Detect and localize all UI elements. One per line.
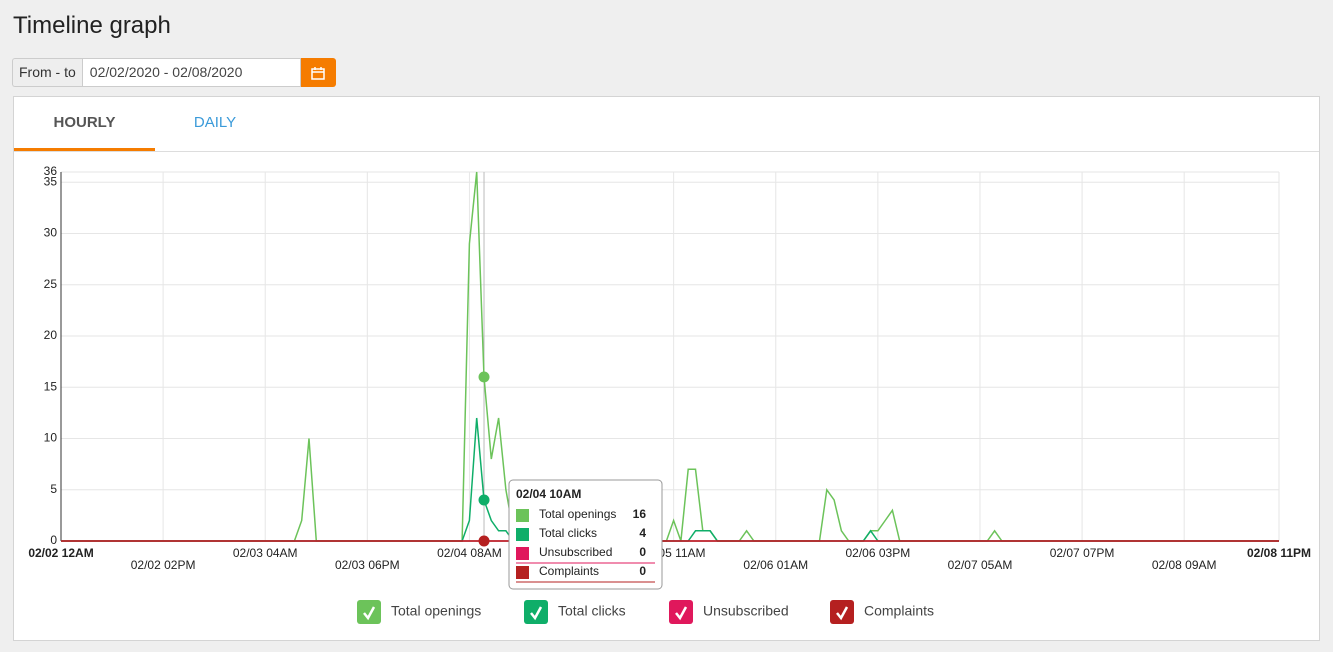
- legend-checkbox[interactable]: [669, 600, 693, 624]
- date-input[interactable]: 02/02/2020 - 02/08/2020: [81, 58, 301, 87]
- calendar-button[interactable]: [300, 58, 336, 87]
- x-tick-label: 02/08 11PM: [1247, 546, 1311, 560]
- check-icon: [836, 606, 849, 621]
- tooltip-value: 4: [639, 526, 646, 540]
- x-tick-label: 02/03 04AM: [233, 546, 298, 560]
- y-tick-label: 25: [44, 277, 58, 291]
- tooltip-value: 0: [639, 545, 646, 559]
- tooltip-swatch: [516, 547, 529, 560]
- y-tick-label: 36: [44, 164, 58, 178]
- tooltip-title: 02/04 10AM: [516, 487, 581, 501]
- tooltip-swatch: [516, 566, 529, 579]
- y-tick-label: 10: [44, 431, 58, 445]
- tooltip-swatch: [516, 528, 529, 541]
- legend-label: Complaints: [864, 603, 934, 619]
- legend-checkbox[interactable]: [830, 600, 854, 624]
- y-tick-label: 5: [50, 482, 57, 496]
- legend-label: Total openings: [391, 603, 481, 619]
- tooltip-swatch: [516, 509, 529, 522]
- date-label: From - to: [12, 58, 82, 87]
- tooltip-value: 0: [639, 564, 646, 578]
- tooltip-name: Total clicks: [539, 526, 597, 540]
- legend-checkbox[interactable]: [357, 600, 381, 624]
- tooltip-value: 16: [633, 507, 647, 521]
- check-icon: [530, 606, 543, 621]
- tab[interactable]: HOURLY: [14, 97, 155, 151]
- series-line: [61, 171, 1279, 542]
- check-icon: [363, 606, 376, 621]
- legend-label: Unsubscribed: [703, 603, 789, 619]
- tab-bar: HOURLY DAILY: [14, 97, 1319, 152]
- calendar-icon: [311, 66, 326, 80]
- graph-panel: HOURLY DAILY: [13, 96, 1320, 641]
- x-tick-label: 02/03 06PM: [335, 558, 400, 572]
- x-tick-label: 02/04 08AM: [437, 546, 502, 560]
- x-tick-label: 02/07 05AM: [948, 558, 1013, 572]
- x-tick-label: 02/02 02PM: [131, 558, 196, 572]
- legend-label: Total clicks: [558, 603, 626, 619]
- hover-point: [478, 494, 490, 506]
- tooltip-name: Total openings: [539, 507, 616, 521]
- date-filter: From - to 02/02/2020 - 02/08/2020: [12, 58, 336, 87]
- series-line: [61, 417, 1279, 542]
- tab[interactable]: DAILY: [193, 114, 237, 131]
- tooltip-box: [508, 479, 663, 590]
- x-tick-label: 02/06 03PM: [846, 546, 911, 560]
- x-tick-label: 02/02 12AM: [28, 546, 93, 560]
- x-tick-label: 02/08 09AM: [1152, 558, 1217, 572]
- page-title: Timeline graph: [13, 12, 171, 39]
- tooltip-name: Unsubscribed: [539, 545, 612, 559]
- y-tick-label: 0: [50, 533, 57, 547]
- legend-checkbox[interactable]: [524, 600, 548, 624]
- y-tick-label: 20: [44, 328, 58, 342]
- x-tick-label: 02/07 07PM: [1050, 546, 1115, 560]
- hover-point: [478, 535, 490, 547]
- y-tick-label: 15: [44, 379, 58, 393]
- check-icon: [675, 606, 688, 621]
- x-tick-label: 02/06 01AM: [743, 558, 808, 572]
- y-tick-label: 30: [44, 226, 58, 240]
- hover-point: [478, 371, 490, 383]
- tooltip-name: Complaints: [539, 564, 599, 578]
- y-tick-label: 35: [44, 174, 58, 188]
